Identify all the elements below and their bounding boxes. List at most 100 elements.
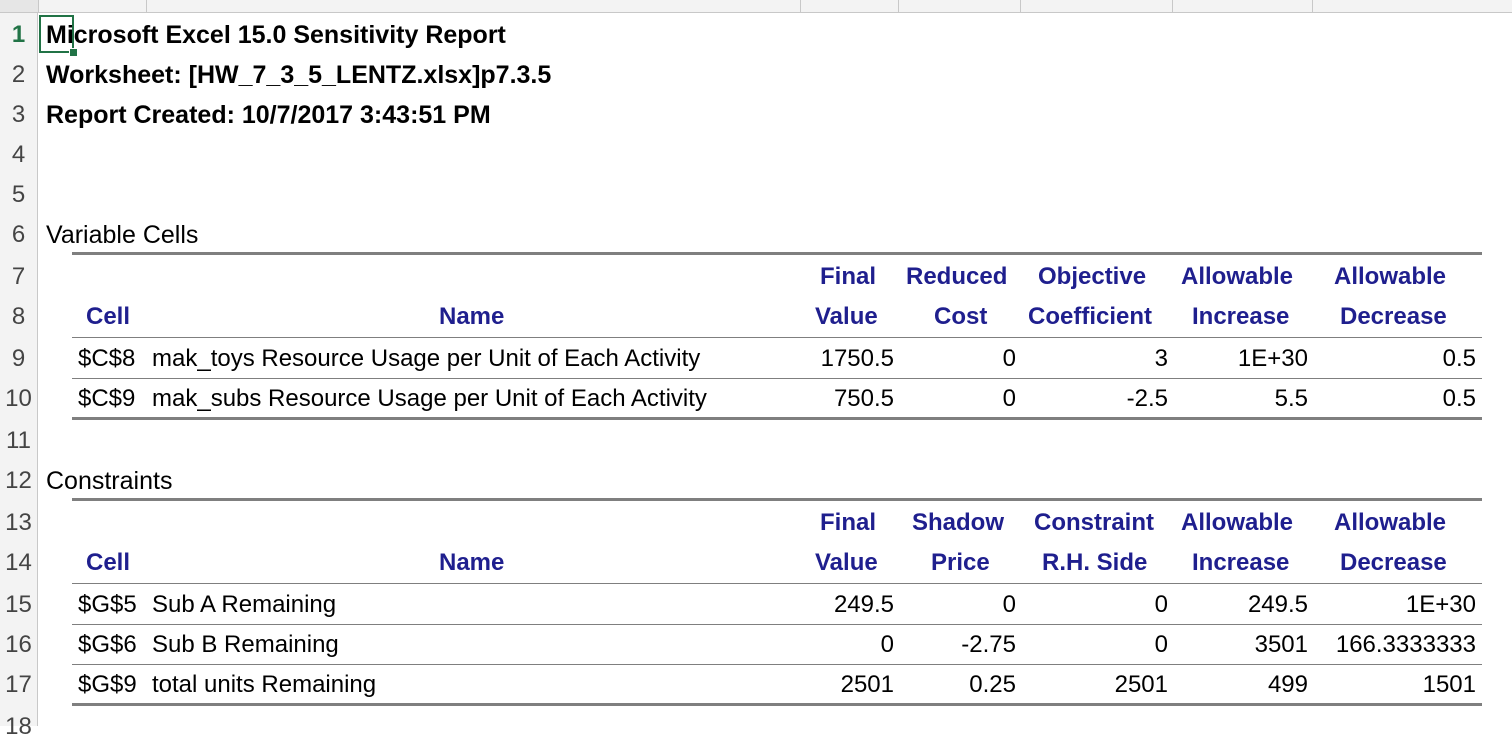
header-price[interactable]: Price bbox=[931, 549, 990, 576]
constraint-rhs[interactable]: 0 bbox=[1154, 591, 1168, 618]
allowable-increase[interactable]: 3501 bbox=[1254, 631, 1308, 658]
shadow-price[interactable]: 0.25 bbox=[969, 671, 1016, 698]
header-value[interactable]: Value bbox=[815, 549, 878, 576]
header-shadow[interactable]: Shadow bbox=[912, 509, 1005, 536]
header-cost[interactable]: Cost bbox=[934, 303, 988, 330]
fill-handle[interactable] bbox=[69, 48, 78, 57]
row-divider bbox=[72, 664, 1482, 665]
header-coefficient[interactable]: Coefficient bbox=[1028, 303, 1153, 330]
column-separator bbox=[1172, 0, 1173, 13]
constraint-rhs[interactable]: 0 bbox=[1154, 631, 1168, 658]
header-allowable[interactable]: Allowable bbox=[1334, 263, 1447, 290]
cell-ref[interactable]: $G$9 bbox=[78, 671, 137, 698]
allowable-increase[interactable]: 1E+30 bbox=[1237, 345, 1308, 372]
row-divider bbox=[72, 378, 1482, 379]
header-allowable[interactable]: Allowable bbox=[1181, 263, 1294, 290]
report-title[interactable]: Microsoft Excel 15.0 Sensitivity Report bbox=[46, 21, 506, 49]
allowable-decrease[interactable]: 1E+30 bbox=[1405, 591, 1476, 618]
allowable-decrease[interactable]: 1501 bbox=[1422, 671, 1476, 698]
cell-name[interactable]: total units Remaining bbox=[152, 671, 377, 698]
header-cell[interactable]: Cell bbox=[86, 303, 131, 330]
reduced-cost[interactable]: 0 bbox=[1002, 385, 1016, 412]
objective-coefficient[interactable]: -2.5 bbox=[1126, 385, 1168, 412]
row-number[interactable]: 13 bbox=[5, 509, 32, 536]
row-number[interactable]: 9 bbox=[11, 345, 26, 372]
cell-name[interactable]: mak_toys Resource Usage per Unit of Each… bbox=[152, 345, 701, 372]
objective-coefficient[interactable]: 3 bbox=[1154, 345, 1168, 372]
table-bottom-border bbox=[72, 703, 1482, 706]
row-number[interactable]: 12 bbox=[5, 467, 32, 494]
header-decrease[interactable]: Decrease bbox=[1340, 549, 1447, 576]
header-value[interactable]: Value bbox=[815, 303, 878, 330]
reduced-cost[interactable]: 0 bbox=[1002, 345, 1016, 372]
allowable-decrease[interactable]: 0.5 bbox=[1442, 345, 1476, 372]
row-number[interactable]: 3 bbox=[11, 101, 26, 128]
header-allowable[interactable]: Allowable bbox=[1334, 509, 1447, 536]
row-number[interactable]: 18 bbox=[5, 713, 32, 740]
row-number[interactable]: 17 bbox=[5, 671, 32, 698]
row-number[interactable]: 11 bbox=[6, 427, 31, 454]
header-name[interactable]: Name bbox=[439, 303, 505, 330]
shadow-price[interactable]: 0 bbox=[1002, 591, 1016, 618]
header-final[interactable]: Final bbox=[820, 509, 877, 536]
column-header-bar[interactable] bbox=[0, 0, 1512, 13]
final-value[interactable]: 249.5 bbox=[833, 591, 894, 618]
row-number[interactable]: 5 bbox=[11, 181, 26, 208]
header-increase[interactable]: Increase bbox=[1192, 303, 1290, 330]
row-number[interactable]: 15 bbox=[5, 591, 32, 618]
column-separator bbox=[38, 0, 39, 13]
cell-name[interactable]: mak_subs Resource Usage per Unit of Each… bbox=[152, 385, 707, 412]
final-value[interactable]: 1750.5 bbox=[820, 345, 894, 372]
allowable-increase[interactable]: 5.5 bbox=[1274, 385, 1308, 412]
row-number[interactable]: 2 bbox=[11, 61, 26, 88]
final-value[interactable]: 0 bbox=[880, 631, 894, 658]
header-rh-side[interactable]: R.H. Side bbox=[1042, 549, 1148, 576]
header-increase[interactable]: Increase bbox=[1192, 549, 1290, 576]
report-created[interactable]: Report Created: 10/7/2017 3:43:51 PM bbox=[46, 101, 491, 129]
allowable-decrease[interactable]: 0.5 bbox=[1442, 385, 1476, 412]
allowable-increase[interactable]: 499 bbox=[1267, 671, 1308, 698]
row-number[interactable]: 1 bbox=[11, 21, 26, 48]
row-divider bbox=[72, 624, 1482, 625]
header-objective[interactable]: Objective bbox=[1038, 263, 1147, 290]
cell-ref[interactable]: $G$6 bbox=[78, 631, 137, 658]
header-constraint[interactable]: Constraint bbox=[1034, 509, 1154, 536]
table-top-border bbox=[72, 498, 1482, 501]
row-number[interactable]: 4 bbox=[11, 141, 26, 168]
allowable-increase[interactable]: 249.5 bbox=[1247, 591, 1308, 618]
report-worksheet[interactable]: Worksheet: [HW_7_3_5_LENTZ.xlsx]p7.3.5 bbox=[46, 61, 552, 89]
row-number[interactable]: 8 bbox=[11, 303, 26, 330]
header-decrease[interactable]: Decrease bbox=[1340, 303, 1447, 330]
cell-name[interactable]: Sub B Remaining bbox=[152, 631, 339, 658]
column-separator bbox=[146, 0, 147, 13]
header-divider bbox=[72, 583, 1482, 584]
row-number[interactable]: 6 bbox=[11, 221, 26, 248]
active-cell-selection[interactable] bbox=[39, 15, 74, 53]
column-separator bbox=[800, 0, 801, 13]
allowable-decrease[interactable]: 166.3333333 bbox=[1335, 631, 1476, 658]
row-number[interactable]: 7 bbox=[11, 263, 26, 290]
header-final[interactable]: Final bbox=[820, 263, 877, 290]
row-number[interactable]: 14 bbox=[5, 549, 32, 576]
column-separator bbox=[1312, 0, 1313, 13]
row-number[interactable]: 10 bbox=[5, 385, 32, 412]
header-divider bbox=[72, 337, 1482, 338]
cell-name[interactable]: Sub A Remaining bbox=[152, 591, 337, 618]
final-value[interactable]: 2501 bbox=[840, 671, 894, 698]
row-number[interactable]: 16 bbox=[5, 631, 32, 658]
header-reduced[interactable]: Reduced bbox=[906, 263, 1008, 290]
header-name[interactable]: Name bbox=[439, 549, 505, 576]
constraint-rhs[interactable]: 2501 bbox=[1114, 671, 1168, 698]
section-label-constraints[interactable]: Constraints bbox=[46, 467, 173, 495]
final-value[interactable]: 750.5 bbox=[833, 385, 894, 412]
header-cell[interactable]: Cell bbox=[86, 549, 131, 576]
cell-ref[interactable]: $G$5 bbox=[78, 591, 137, 618]
table-top-border bbox=[72, 252, 1482, 255]
section-label-variable-cells[interactable]: Variable Cells bbox=[46, 221, 199, 249]
select-all-corner[interactable] bbox=[0, 0, 38, 12]
cell-ref[interactable]: $C$9 bbox=[78, 385, 136, 412]
row-header-bar[interactable]: 1 2 3 4 5 6 7 8 9 10 11 12 13 14 15 16 1… bbox=[0, 13, 38, 740]
shadow-price[interactable]: -2.75 bbox=[961, 631, 1016, 658]
header-allowable[interactable]: Allowable bbox=[1181, 509, 1294, 536]
cell-ref[interactable]: $C$8 bbox=[78, 345, 136, 372]
